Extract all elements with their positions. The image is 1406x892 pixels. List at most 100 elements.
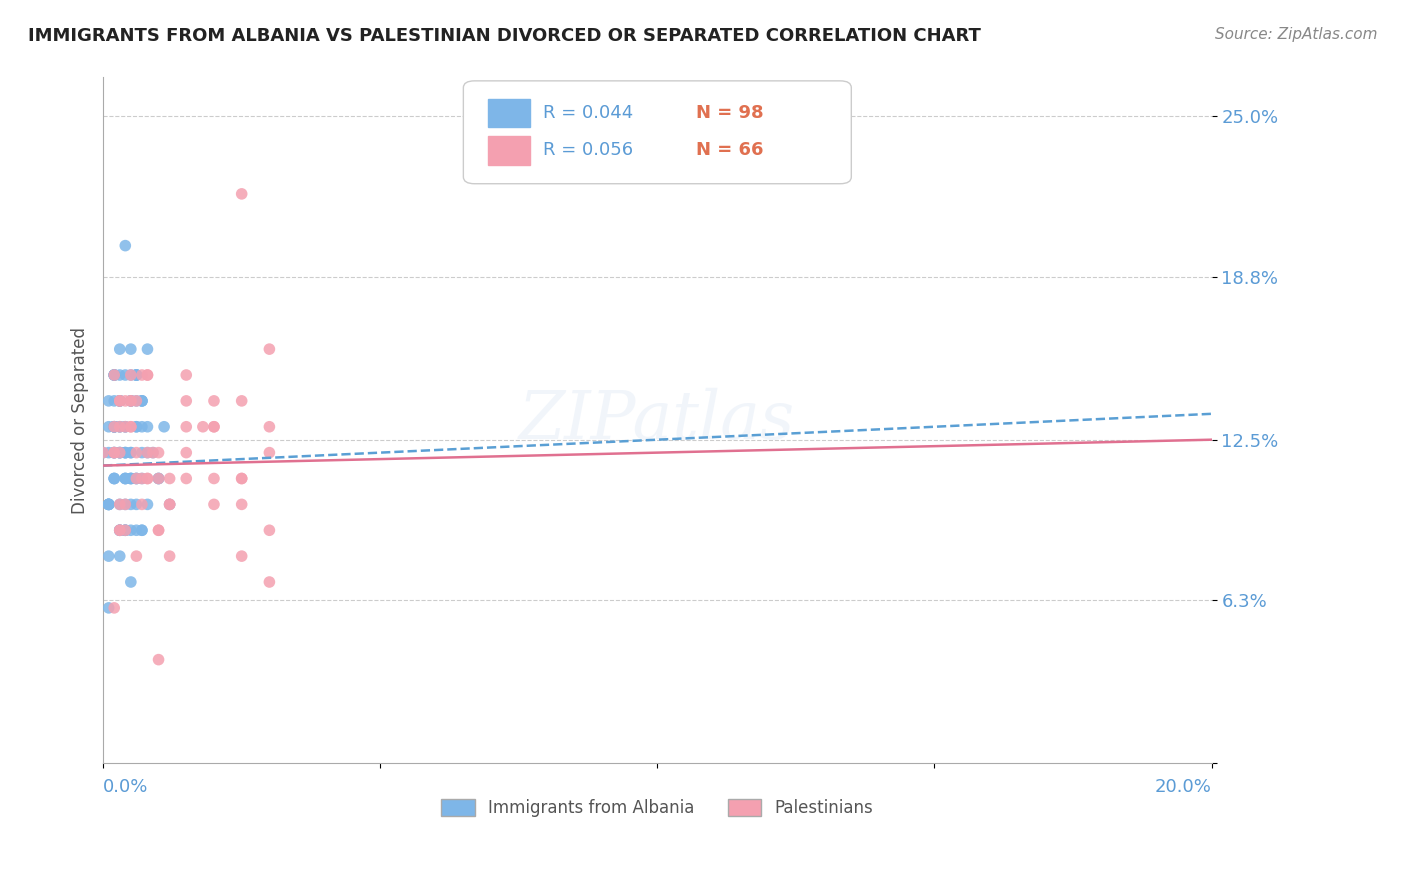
Point	[125, 419, 148, 434]
Point	[120, 368, 142, 382]
Point	[114, 445, 136, 459]
Point	[142, 445, 165, 459]
Point	[231, 497, 253, 511]
FancyBboxPatch shape	[464, 81, 851, 184]
Point	[108, 445, 131, 459]
Point	[114, 471, 136, 485]
Point	[108, 445, 131, 459]
Point	[259, 342, 281, 356]
Point	[103, 368, 125, 382]
Point	[120, 393, 142, 408]
Point	[131, 523, 153, 537]
Point	[114, 445, 136, 459]
Point	[103, 419, 125, 434]
Point	[103, 419, 125, 434]
Point	[120, 393, 142, 408]
Point	[103, 419, 125, 434]
Point	[131, 445, 153, 459]
Point	[231, 549, 253, 563]
Point	[108, 393, 131, 408]
Text: ZIPatlas: ZIPatlas	[519, 388, 796, 453]
Point	[259, 419, 281, 434]
Point	[108, 523, 131, 537]
Point	[120, 419, 142, 434]
Point	[114, 419, 136, 434]
Point	[103, 471, 125, 485]
Point	[120, 471, 142, 485]
Point	[108, 393, 131, 408]
Point	[231, 471, 253, 485]
Point	[97, 497, 120, 511]
Legend: Immigrants from Albania, Palestinians: Immigrants from Albania, Palestinians	[434, 792, 880, 823]
Point	[103, 368, 125, 382]
Point	[231, 471, 253, 485]
Point	[114, 368, 136, 382]
Text: 0.0%: 0.0%	[103, 778, 149, 797]
Point	[153, 419, 176, 434]
Point	[114, 238, 136, 252]
Point	[120, 445, 142, 459]
Text: N = 98: N = 98	[696, 104, 763, 122]
Point	[97, 549, 120, 563]
Point	[136, 497, 159, 511]
Point	[114, 523, 136, 537]
Point	[120, 393, 142, 408]
Point	[97, 497, 120, 511]
Text: Source: ZipAtlas.com: Source: ZipAtlas.com	[1215, 27, 1378, 42]
Point	[108, 393, 131, 408]
Point	[131, 523, 153, 537]
Text: R = 0.044: R = 0.044	[543, 104, 634, 122]
Point	[120, 574, 142, 589]
Point	[191, 419, 214, 434]
Point	[174, 393, 197, 408]
Point	[125, 497, 148, 511]
Point	[148, 523, 170, 537]
Point	[148, 523, 170, 537]
Point	[148, 471, 170, 485]
Text: N = 66: N = 66	[696, 141, 763, 159]
Point	[97, 445, 120, 459]
Point	[103, 419, 125, 434]
Point	[131, 393, 153, 408]
Point	[108, 523, 131, 537]
Point	[108, 549, 131, 563]
Point	[103, 445, 125, 459]
Point	[91, 445, 114, 459]
Point	[108, 523, 131, 537]
Point	[103, 445, 125, 459]
Point	[120, 471, 142, 485]
Point	[120, 471, 142, 485]
Point	[108, 523, 131, 537]
Point	[114, 497, 136, 511]
Point	[159, 497, 181, 511]
Point	[120, 523, 142, 537]
Point	[103, 445, 125, 459]
Point	[114, 419, 136, 434]
Point	[131, 368, 153, 382]
Point	[259, 445, 281, 459]
Point	[108, 419, 131, 434]
Point	[131, 497, 153, 511]
Point	[108, 523, 131, 537]
Point	[174, 445, 197, 459]
Point	[202, 419, 225, 434]
Point	[120, 393, 142, 408]
Y-axis label: Divorced or Separated: Divorced or Separated	[72, 326, 89, 514]
Point	[259, 574, 281, 589]
Bar	[488, 99, 530, 128]
Point	[159, 497, 181, 511]
Point	[103, 419, 125, 434]
Point	[231, 393, 253, 408]
Point	[97, 497, 120, 511]
Point	[142, 445, 165, 459]
Point	[136, 471, 159, 485]
Point	[136, 471, 159, 485]
Point	[97, 419, 120, 434]
Point	[91, 445, 114, 459]
Point	[120, 342, 142, 356]
Point	[202, 497, 225, 511]
Point	[125, 419, 148, 434]
Point	[131, 393, 153, 408]
Point	[114, 393, 136, 408]
Point	[108, 445, 131, 459]
